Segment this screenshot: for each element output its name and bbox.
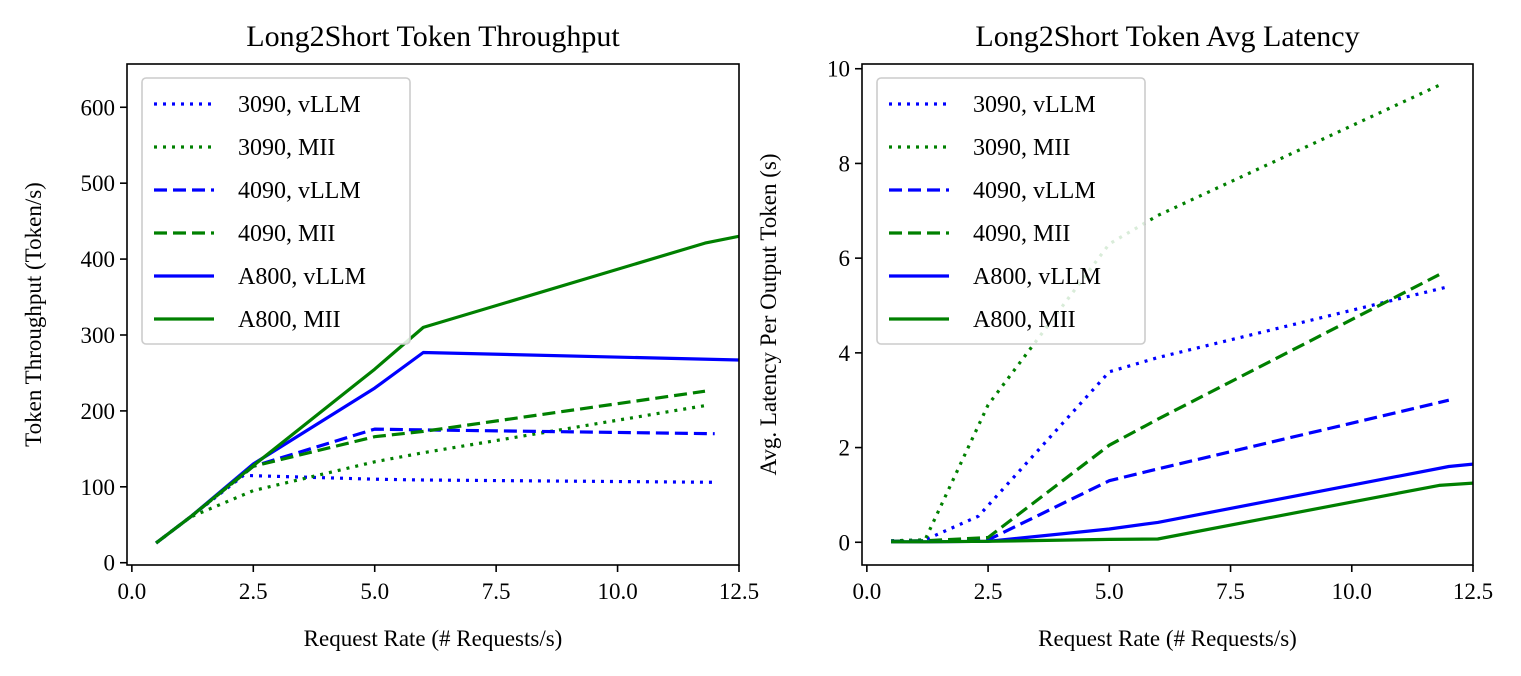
y-tick-label: 100 — [81, 475, 116, 500]
legend-label: 3090, vLLM — [973, 92, 1096, 118]
throughput-chart: Long2Short Token Throughput Request Rate… — [21, 20, 759, 651]
x-tick-label: 0.0 — [117, 579, 146, 604]
y-axis-label: Token Throughput (Token/s) — [21, 182, 46, 447]
y-tick-label: 10 — [827, 57, 850, 82]
legend-label: 4090, MII — [973, 221, 1070, 247]
legend-label: A800, MII — [238, 307, 341, 333]
x-tick-label: 2.5 — [974, 579, 1003, 604]
legend-label: A800, MII — [973, 307, 1076, 333]
x-tick-label: 7.5 — [482, 579, 511, 604]
x-tick-label: 2.5 — [239, 579, 268, 604]
legend-label: A800, vLLM — [238, 264, 366, 290]
y-tick-label: 400 — [81, 247, 116, 272]
x-tick-label: 12.5 — [1453, 579, 1493, 604]
y-tick-label: 0 — [839, 530, 851, 555]
legend-label: A800, vLLM — [973, 264, 1101, 290]
series-line-2 — [155, 427, 715, 545]
x-tick-label: 7.5 — [1216, 579, 1245, 604]
y-tick-label: 2 — [839, 436, 851, 461]
y-tick-label: 6 — [839, 246, 851, 271]
series-line-3 — [155, 389, 706, 545]
plot-area — [155, 234, 739, 545]
x-axis-label: Request Rate (# Requests/s) — [1038, 626, 1297, 651]
legend-label: 3090, vLLM — [238, 92, 361, 118]
plot-area — [891, 83, 1473, 544]
y-tick-label: 500 — [81, 171, 116, 196]
y-tick-label: 0 — [104, 551, 116, 576]
y-tick-label: 600 — [81, 95, 116, 120]
x-tick-label: 5.0 — [360, 579, 389, 604]
series-line-4 — [155, 350, 739, 545]
legend-label: 3090, MII — [973, 135, 1070, 161]
y-tick-label: 200 — [81, 399, 116, 424]
chart-title: Long2Short Token Throughput — [246, 20, 620, 53]
axes-frame — [861, 63, 1474, 566]
series-line-1 — [155, 404, 706, 545]
legend-label: 4090, MII — [238, 221, 335, 247]
x-tick-label: 0.0 — [852, 579, 881, 604]
y-tick-label: 8 — [839, 151, 851, 176]
series-line-4 — [891, 462, 1473, 544]
legend: 3090, vLLM 3090, MII 4090, vLLM 4090, MII A8… — [876, 77, 1146, 345]
y-tick-label: 300 — [81, 323, 116, 348]
y-tick-label: 4 — [839, 341, 851, 366]
legend-label: 4090, vLLM — [238, 178, 361, 204]
legend-label: 3090, MII — [238, 135, 335, 161]
chart-title: Long2Short Token Avg Latency — [975, 20, 1359, 53]
series-line-5 — [155, 234, 739, 545]
series-line-0 — [155, 473, 715, 545]
legend: 3090, vLLM 3090, MII 4090, vLLM 4090, MII A8… — [141, 77, 411, 345]
x-tick-label: 5.0 — [1095, 579, 1124, 604]
x-tick-label: 12.5 — [719, 579, 759, 604]
series-line-5 — [891, 481, 1473, 544]
axes-frame — [126, 63, 740, 566]
x-axis-label: Request Rate (# Requests/s) — [304, 626, 563, 651]
legend-label: 4090, vLLM — [973, 178, 1096, 204]
x-tick-label: 10.0 — [597, 579, 637, 604]
latency-chart: Long2Short Token Avg Latency Request Rat… — [756, 20, 1493, 651]
x-tick-label: 10.0 — [1332, 579, 1372, 604]
y-axis-label: Avg. Latency Per Output Token (s) — [756, 153, 781, 475]
